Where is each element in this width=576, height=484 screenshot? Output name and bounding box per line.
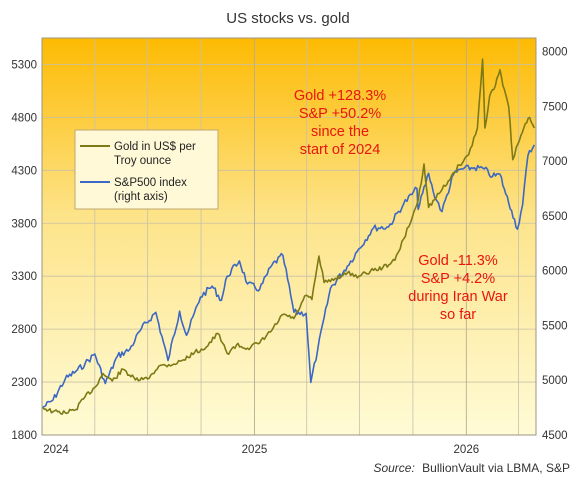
x-tick-label: 2025 <box>242 444 268 456</box>
source-body: BullionVault via LBMA, S&P <box>422 461 570 475</box>
legend-label-sp500: S&P500 index (right axis) <box>114 177 187 203</box>
y-left-tick-label: 4800 <box>11 112 37 124</box>
source-label: Source: <box>373 461 414 475</box>
legend-label-gold: Gold in US$ per Troy ounce <box>114 141 196 167</box>
series-line-sp500 <box>42 144 536 409</box>
legend: Gold in US$ per Troy ounce S&P500 index (r… <box>74 129 219 210</box>
annotation-line: Gold +128.3% <box>294 88 386 104</box>
source-text: Source: BullionVault via LBMA, S&P <box>373 461 570 475</box>
y-right-tick-label: 6500 <box>542 211 568 223</box>
y-left-tick-label: 2300 <box>11 377 37 389</box>
source-credit: Source: BullionVault via LBMA, S&P <box>373 461 570 475</box>
legend-label-line: Troy ounce <box>114 155 171 167</box>
annotation-since-2024: Gold +128.3% S&P +50.2% since the start of … <box>294 88 386 158</box>
x-tick-label: 2024 <box>43 444 69 456</box>
chart-title: US stocks vs. gold <box>226 10 349 27</box>
tick-labels: 1800 4500 2300 5000 2800 5500 3300 6000 3800 6500… <box>11 47 567 456</box>
annotation-line: S&P +4.2% <box>421 271 495 287</box>
y-right-tick-label: 7000 <box>542 156 568 168</box>
y-right-tick-label: 5000 <box>542 375 568 387</box>
series-line-gold <box>42 58 536 415</box>
axes <box>41 37 537 436</box>
y-left-tick-label: 2800 <box>11 324 37 336</box>
series-layer <box>42 58 536 415</box>
plot-background <box>42 38 536 435</box>
annotation-iran-war: Gold -11.3% S&P +4.2% during Iran War so fa… <box>408 253 508 323</box>
y-right-tick-label: 7500 <box>542 101 568 113</box>
y-left-tick-label: 5300 <box>11 59 37 71</box>
legend-label-line: S&P500 index <box>114 177 187 189</box>
y-left-tick-label: 4300 <box>11 165 37 177</box>
plot-border <box>41 37 537 436</box>
y-right-tick-label: 5500 <box>542 320 568 332</box>
annotation-line: since the <box>311 124 369 140</box>
legend-box <box>74 129 219 210</box>
y-right-tick-label: 6000 <box>542 266 568 278</box>
y-left-tick-label: 3800 <box>11 218 37 230</box>
y-left-tick-label: 1800 <box>11 430 37 442</box>
y-right-tick-label: 8000 <box>542 47 568 59</box>
annotation-line: S&P +50.2% <box>299 106 381 122</box>
y-right-tick-label: 4500 <box>542 430 568 442</box>
y-left-tick-label: 3300 <box>11 271 37 283</box>
annotation-line: so far <box>440 307 476 323</box>
annotation-line: during Iran War <box>408 289 508 305</box>
x-tick-label: 2026 <box>454 444 480 456</box>
annotation-line: Gold -11.3% <box>418 253 498 269</box>
legend-label-line: Gold in US$ per <box>114 141 196 153</box>
legend-label-line: (right axis) <box>114 191 168 203</box>
annotation-line: start of 2024 <box>300 142 381 158</box>
